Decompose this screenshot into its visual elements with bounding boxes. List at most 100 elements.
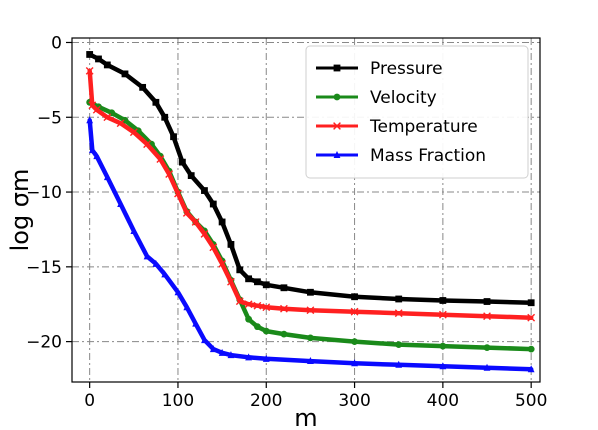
data-point (129, 128, 138, 137)
data-point (103, 61, 111, 69)
data-point (201, 187, 208, 194)
x-tick-label: 400 (427, 391, 459, 411)
x-tick-label: 0 (84, 391, 95, 411)
legend-item: Temperature (316, 117, 478, 137)
data-point (236, 266, 244, 274)
data-point (85, 67, 94, 75)
data-point (307, 357, 314, 365)
data-point (333, 93, 341, 101)
data-point (395, 295, 403, 303)
data-point (178, 158, 186, 166)
data-point (527, 365, 535, 373)
data-point (86, 116, 94, 124)
data-point (161, 113, 169, 121)
data-point (200, 230, 209, 238)
data-point (254, 278, 261, 286)
y-axis-title-text: log σm (6, 169, 34, 252)
data-point (439, 342, 447, 350)
data-point (527, 299, 535, 307)
data-point (191, 218, 200, 226)
data-point (174, 189, 182, 198)
data-point (161, 270, 169, 278)
data-point (227, 241, 235, 248)
data-point (139, 83, 147, 91)
data-point (254, 323, 261, 331)
data-point (438, 310, 447, 319)
data-point (439, 362, 447, 370)
data-point (209, 200, 217, 208)
data-point (103, 113, 112, 122)
data-point (218, 259, 227, 268)
data-point (245, 315, 253, 323)
data-point (88, 146, 96, 154)
legend-item: Pressure (316, 59, 443, 79)
data-point (117, 200, 124, 208)
data-point (116, 119, 125, 128)
data-point (244, 300, 253, 309)
data-point (527, 313, 536, 322)
data-point (245, 353, 253, 361)
data-point (103, 173, 111, 181)
data-point (253, 301, 262, 310)
y-tick-label: −5 (37, 108, 62, 128)
y-axis-title: log σm (6, 169, 34, 252)
series-layer (85, 51, 536, 373)
y-tick-label: −20 (26, 333, 62, 353)
data-point (351, 293, 358, 301)
data-point (439, 297, 447, 304)
y-tick-label: −15 (26, 258, 62, 278)
data-point (307, 288, 314, 296)
data-point (262, 327, 270, 335)
data-point (165, 170, 174, 178)
data-point (143, 252, 151, 260)
x-tick-label: 200 (250, 391, 282, 411)
data-point (262, 354, 270, 362)
legend-label: Temperature (369, 117, 478, 137)
x-axis-title: m (294, 404, 317, 430)
data-point (395, 341, 403, 349)
data-point (235, 297, 244, 306)
data-point (170, 133, 177, 141)
legend-item: Mass Fraction (316, 146, 486, 166)
data-point (483, 312, 491, 321)
legend-box (305, 45, 529, 179)
legend-label: Mass Fraction (370, 146, 486, 166)
data-point (218, 348, 226, 356)
data-point (209, 345, 217, 353)
legend-label: Pressure (370, 59, 443, 79)
data-point (143, 140, 151, 149)
data-point (395, 360, 403, 368)
x-tick-label: 100 (162, 391, 194, 411)
data-point (280, 304, 288, 313)
data-point (201, 336, 208, 344)
plot-frame (71, 37, 541, 383)
data-point (187, 172, 195, 179)
y-tick-label: −10 (26, 183, 62, 203)
data-point (394, 309, 403, 318)
data-point (192, 319, 200, 327)
data-point (483, 298, 491, 305)
x-tick-label: 500 (515, 391, 547, 411)
data-point (306, 306, 315, 315)
series-temperature (85, 67, 536, 322)
data-point (262, 303, 271, 312)
data-point (527, 345, 535, 353)
data-point (174, 288, 182, 296)
legend-label: Velocity (370, 88, 437, 108)
data-point (245, 275, 253, 283)
data-point (280, 330, 288, 338)
legend: Pressure Velocity Temperature Mass Fraction (305, 45, 529, 179)
data-point (156, 155, 165, 164)
data-point (183, 303, 191, 311)
data-point (95, 55, 102, 63)
data-point (152, 259, 160, 267)
data-point (209, 243, 218, 252)
y-tick-label: 0 (51, 33, 62, 53)
data-point (483, 344, 491, 351)
data-point (280, 284, 288, 292)
data-point (130, 226, 138, 234)
ticks: 0 100 200 300 400 500 0 −5 −10 −15 −20 (26, 33, 547, 411)
series-pressure (86, 51, 535, 307)
data-point (182, 209, 191, 217)
